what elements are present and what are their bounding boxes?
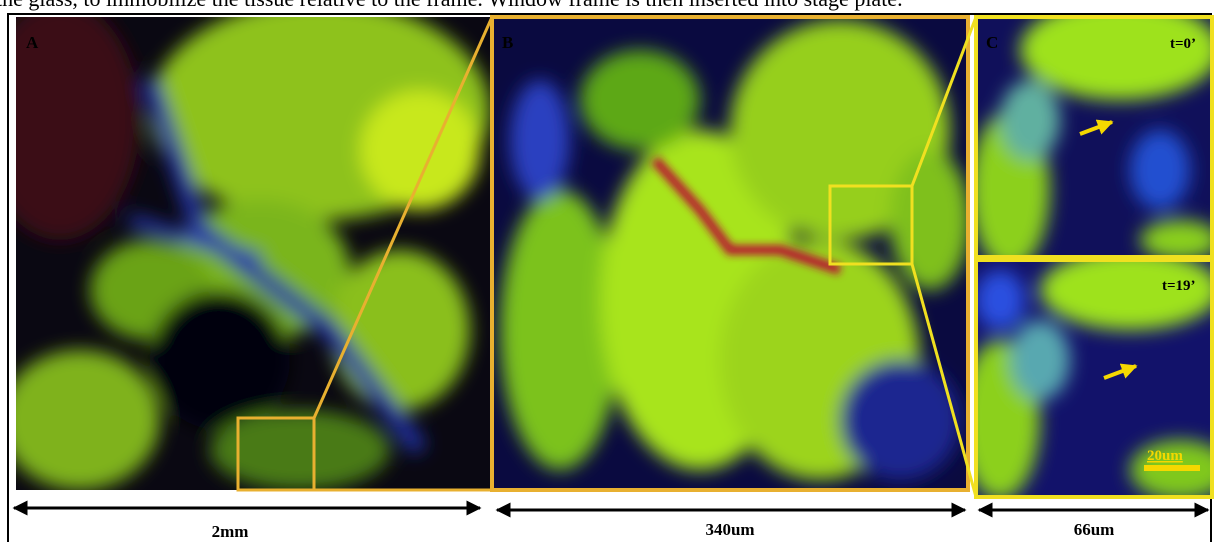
figure: the glass, to immobilize the tissue rela… (0, 0, 1214, 542)
panel-b-image (492, 17, 970, 490)
time-label: t=0’ (1170, 36, 1196, 52)
scale-label: 340um (705, 520, 754, 539)
scale-bar (1144, 465, 1200, 471)
caption-fragment: the glass, to immobilize the tissue rela… (0, 0, 903, 11)
time-label: t=19’ (1162, 278, 1196, 294)
panel-label: B (502, 33, 513, 52)
scale-label: 2mm (212, 522, 249, 541)
panel-label: C (986, 33, 998, 52)
scale-label: 66um (1074, 520, 1115, 539)
scale-bar-label: 20um (1147, 448, 1183, 464)
panel-label: A (26, 33, 39, 52)
